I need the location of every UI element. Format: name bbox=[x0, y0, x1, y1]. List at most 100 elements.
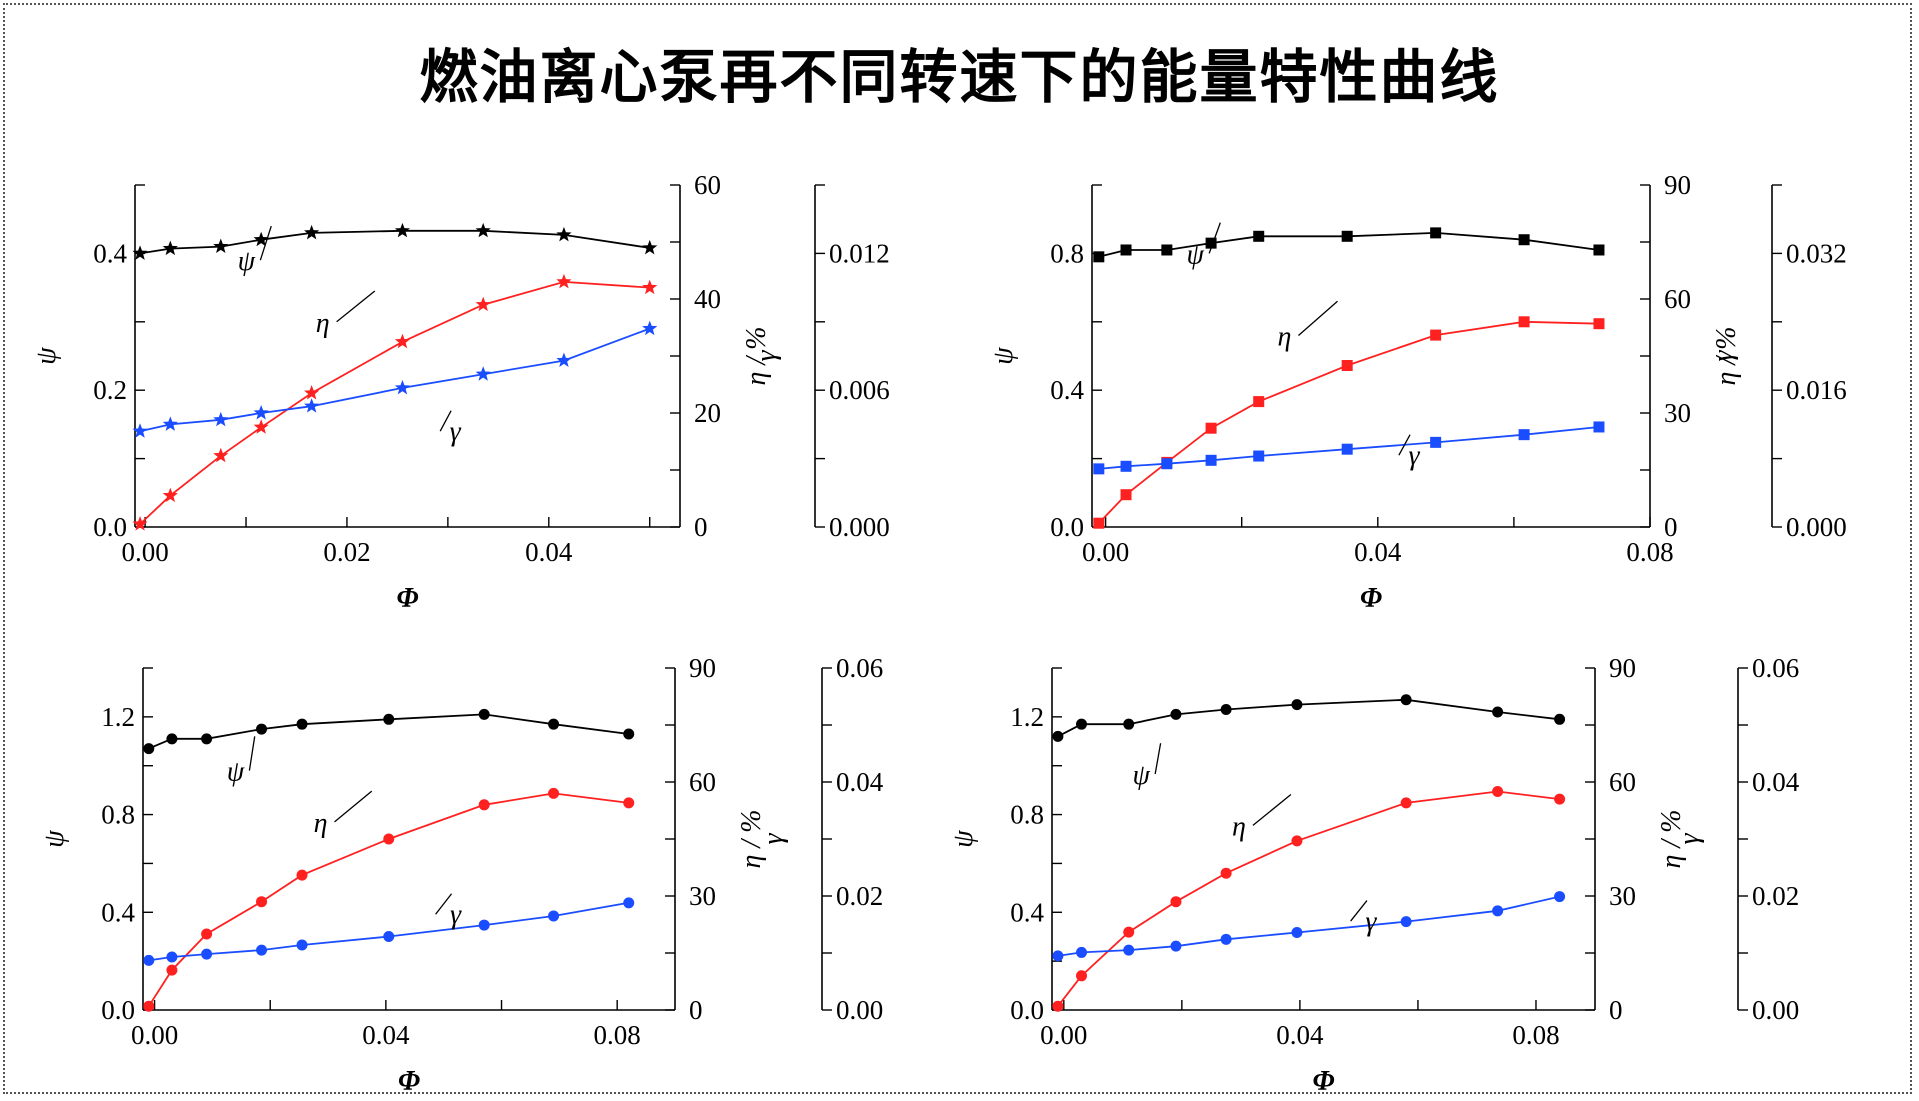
curve-label-leader bbox=[1298, 300, 1338, 336]
y-tick-label-gamma: 0.02 bbox=[836, 881, 883, 911]
y-tick-label-left: 1.2 bbox=[101, 702, 135, 732]
data-point-gamma bbox=[1430, 436, 1442, 448]
y-tick-label-gamma: 0.06 bbox=[836, 653, 883, 683]
data-point-gamma bbox=[1220, 933, 1232, 945]
curve-label-gamma: γ bbox=[450, 417, 462, 448]
data-point-gamma bbox=[253, 405, 269, 420]
data-point-eta bbox=[548, 787, 560, 799]
y-tick-label-left: 1.2 bbox=[1010, 702, 1044, 732]
x-tick-label: 0.00 bbox=[1082, 537, 1129, 567]
data-point-gamma bbox=[304, 398, 320, 413]
y-tick-label-gamma: 0.000 bbox=[1786, 512, 1847, 542]
curve-label-psi: ψ bbox=[238, 246, 256, 277]
y-tick-label-eta: 0 bbox=[1609, 995, 1623, 1025]
data-point-eta bbox=[1430, 329, 1442, 341]
data-point-psi bbox=[1291, 699, 1303, 711]
x-tick-label: 0.00 bbox=[121, 537, 168, 567]
data-point-eta bbox=[556, 273, 572, 289]
curve-label-eta: η bbox=[316, 308, 330, 339]
data-point-gamma bbox=[162, 416, 178, 431]
x-tick-label: 0.08 bbox=[594, 1020, 641, 1050]
data-point-gamma bbox=[394, 379, 411, 395]
data-point-eta bbox=[1205, 422, 1217, 434]
y-tick-label-eta: 40 bbox=[694, 284, 721, 314]
data-point-psi bbox=[213, 238, 229, 254]
data-point-eta bbox=[253, 419, 269, 434]
data-point-psi bbox=[1518, 234, 1530, 246]
data-point-psi bbox=[1430, 227, 1442, 239]
data-point-gamma bbox=[166, 951, 178, 963]
x-tick-label: 0.02 bbox=[323, 537, 370, 567]
curve-label-psi: ψ bbox=[1132, 760, 1150, 791]
curve-label-gamma: γ bbox=[1365, 907, 1377, 938]
data-point-eta bbox=[143, 1000, 155, 1012]
data-point-gamma bbox=[1291, 926, 1303, 938]
data-point-psi bbox=[1341, 230, 1353, 242]
data-point-psi bbox=[556, 226, 572, 242]
x-axis-title: Φ bbox=[1360, 583, 1382, 614]
data-point-gamma bbox=[1341, 443, 1353, 455]
data-point-psi bbox=[201, 733, 213, 745]
curve-label-eta: η bbox=[314, 808, 328, 839]
x-tick-label: 0.08 bbox=[1626, 537, 1673, 567]
data-point-eta bbox=[201, 928, 213, 940]
x-tick-label: 0.04 bbox=[362, 1020, 410, 1050]
curve-label-eta: η bbox=[1278, 321, 1292, 352]
y-tick-label-eta: 0 bbox=[694, 512, 708, 542]
y-tick-label-eta: 30 bbox=[1664, 398, 1691, 428]
data-point-gamma bbox=[1052, 950, 1064, 962]
chart-panel-1: 0.0 0.2 0.4 0.00 0.02 0.04 0 20 40 60 0.000 0.006 0.… bbox=[31, 170, 890, 614]
y-tick-label-eta: 90 bbox=[689, 653, 716, 683]
data-point-gamma bbox=[383, 930, 395, 942]
data-point-psi bbox=[1492, 706, 1504, 718]
data-point-psi bbox=[1400, 694, 1412, 706]
y-tick-label-left: 0.0 bbox=[93, 512, 127, 542]
data-point-psi bbox=[1120, 244, 1132, 256]
data-point-gamma bbox=[1120, 460, 1132, 472]
series-line-eta bbox=[148, 792, 629, 1007]
y-axis-title-eta: η / % bbox=[1656, 810, 1687, 869]
data-point-psi bbox=[1205, 237, 1217, 249]
series-line-eta bbox=[139, 280, 650, 525]
x-tick-label: 0.00 bbox=[1040, 1020, 1087, 1050]
data-point-eta bbox=[213, 447, 229, 463]
data-point-eta bbox=[383, 833, 395, 845]
data-point-psi bbox=[143, 743, 155, 755]
data-point-psi bbox=[548, 718, 560, 730]
curve-label-leader bbox=[334, 790, 373, 823]
y-tick-label-left: 0.4 bbox=[1050, 375, 1084, 405]
curve-label-leader bbox=[1350, 900, 1368, 922]
data-point-psi bbox=[1093, 251, 1105, 263]
data-point-gamma bbox=[256, 944, 268, 956]
y-axis-title-gamma: γ bbox=[751, 350, 782, 362]
y-tick-label-gamma: 0.016 bbox=[1786, 375, 1847, 405]
x-axis-title: Φ bbox=[398, 1066, 420, 1097]
curve-label-leader bbox=[435, 893, 453, 915]
data-point-gamma bbox=[1554, 891, 1566, 903]
data-point-gamma bbox=[1170, 940, 1182, 952]
y-axis-title-gamma: γ bbox=[758, 833, 789, 845]
y-tick-label-gamma: 0.032 bbox=[1786, 238, 1847, 268]
data-point-gamma bbox=[1518, 429, 1530, 441]
data-point-eta bbox=[1052, 1000, 1064, 1012]
data-point-eta bbox=[1170, 896, 1182, 908]
y-tick-label-gamma: 0.006 bbox=[829, 375, 890, 405]
y-tick-label-left: 0.2 bbox=[93, 375, 127, 405]
curve-label-gamma: γ bbox=[450, 900, 462, 931]
data-point-eta bbox=[1253, 396, 1265, 408]
data-point-psi bbox=[1253, 230, 1265, 242]
series-line-psi bbox=[139, 229, 650, 255]
data-point-eta bbox=[1341, 360, 1353, 371]
y-tick-label-eta: 60 bbox=[1609, 767, 1636, 797]
data-point-gamma bbox=[478, 919, 490, 931]
data-point-gamma bbox=[556, 352, 572, 368]
data-point-psi bbox=[1220, 704, 1232, 716]
y-tick-label-left: 0.4 bbox=[93, 238, 127, 268]
y-tick-label-eta: 30 bbox=[1609, 881, 1636, 911]
data-point-psi bbox=[304, 224, 320, 240]
data-point-psi bbox=[296, 718, 308, 730]
data-point-gamma bbox=[296, 939, 308, 951]
data-point-eta bbox=[166, 964, 178, 976]
data-point-psi bbox=[1123, 718, 1135, 730]
